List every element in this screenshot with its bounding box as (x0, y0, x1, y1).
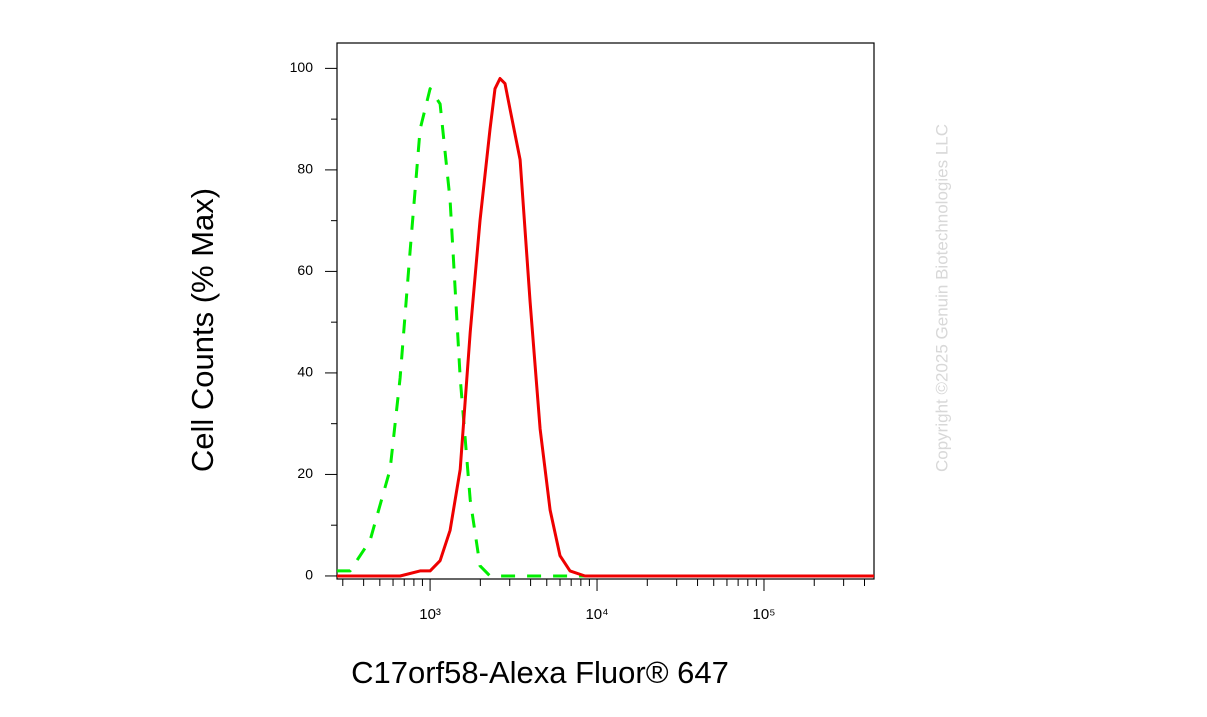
y-tick-label: 60 (297, 262, 313, 278)
y-tick-label: 40 (297, 364, 313, 380)
x-tick-label: 10⁵ (753, 606, 776, 623)
y-axis-label: Cell Counts (% Max) (185, 188, 220, 472)
watermark: Copyright ©2025 Genuin Biotechnologies L… (932, 124, 951, 472)
x-tick-label: 10³ (419, 606, 441, 623)
y-tick-label: 80 (297, 161, 313, 177)
x-tick-label: 10⁴ (585, 606, 608, 623)
y-tick-label: 20 (297, 465, 313, 481)
series-line (337, 77, 874, 578)
y-tick-label: 0 (305, 567, 313, 583)
series-line (337, 87, 874, 578)
plot-frame (336, 42, 875, 580)
y-tick-label: 100 (290, 59, 314, 75)
x-axis-label: C17orf58-Alexa Fluor® 647 (351, 655, 729, 690)
